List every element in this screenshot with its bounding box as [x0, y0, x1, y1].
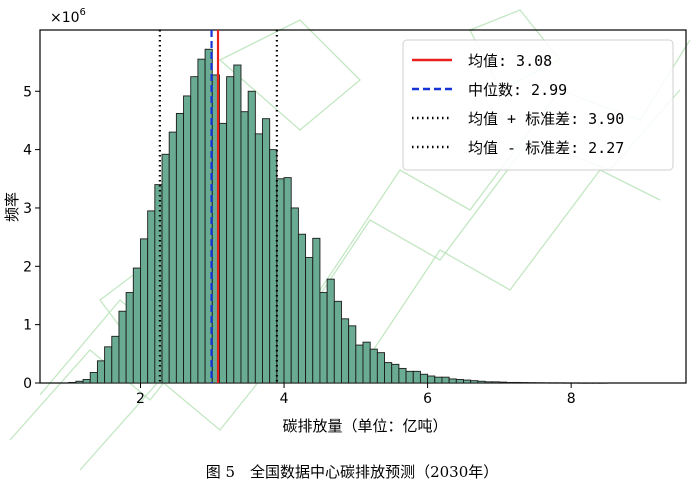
x-tick-label: 8: [567, 391, 576, 407]
histogram-bar: [218, 122, 228, 384]
histogram-bar: [190, 76, 199, 384]
histogram-bar: [498, 381, 508, 384]
histogram-bar: [262, 118, 271, 384]
x-axis: 2 4 6 8: [136, 383, 576, 407]
legend-label-1: 均值: 3.08: [468, 52, 552, 70]
histogram-bar: [419, 373, 429, 384]
reference-lines: [158, 30, 278, 383]
histogram-bar: [455, 379, 464, 384]
y-axis: 0 1 2 3 4 5: [23, 84, 40, 392]
histogram-bar: [448, 378, 457, 384]
histogram-bar: [391, 363, 400, 384]
histogram-bar: [104, 346, 113, 384]
histogram-bar: [183, 95, 192, 384]
histogram-bar: [197, 58, 206, 384]
histogram-bar: [412, 370, 421, 384]
histogram-bar: [384, 362, 393, 384]
histogram-bar: [254, 133, 263, 384]
histogram-bar: [168, 131, 177, 384]
histogram-bar: [463, 379, 472, 384]
histogram-bar: [175, 112, 185, 384]
histogram-bar: [348, 325, 357, 384]
histogram-bar: [434, 376, 443, 384]
histogram-bar: [89, 372, 98, 384]
histogram-bar: [132, 267, 141, 384]
histogram-bar: [226, 76, 235, 384]
histogram-bar: [111, 335, 120, 384]
figure-caption: 图 5 全国数据中心碳排放预测（2030年）: [206, 463, 499, 481]
histogram-bar: [477, 380, 486, 384]
y-tick-label: 5: [23, 84, 32, 100]
histogram-bar: [513, 381, 522, 384]
histogram-bar: [369, 348, 378, 384]
y-tick-label: 2: [23, 259, 32, 275]
legend: 均值: 3.08 中位数: 2.99 均值 + 标准差: 3.90 均值 - 标准差:…: [402, 39, 674, 171]
y-axis-label: 频率: [3, 192, 21, 222]
histogram-bars: [68, 48, 608, 384]
histogram-bar: [398, 367, 407, 384]
histogram-bar: [147, 210, 156, 384]
histogram-bar: [125, 292, 134, 384]
legend-label-3: 均值 + 标准差: 3.90: [468, 110, 624, 128]
y-tick-label: 1: [23, 318, 32, 334]
x-tick-label: 4: [280, 391, 289, 407]
y-tick-label: 4: [23, 143, 32, 159]
histogram-bar: [491, 381, 500, 384]
histogram-bar: [312, 237, 321, 384]
histogram-bar: [75, 380, 84, 384]
histogram-bar: [118, 310, 127, 384]
y-scale-label: ×106: [50, 7, 86, 26]
histogram-bar: [326, 278, 335, 384]
histogram-bar: [140, 238, 149, 384]
histogram-bar: [441, 376, 450, 384]
histogram-bar: [427, 375, 436, 384]
legend-box: [402, 39, 674, 171]
histogram-bar: [96, 360, 106, 384]
histogram-bar: [333, 300, 342, 384]
histogram-bar: [355, 344, 364, 384]
histogram-bar: [154, 184, 163, 384]
histogram-bar: [290, 207, 299, 384]
histogram-bar: [484, 381, 493, 384]
legend-label-2: 中位数: 2.99: [468, 81, 567, 99]
histogram-bar: [362, 341, 371, 384]
histogram-bar: [305, 257, 314, 384]
histogram-bar: [506, 381, 515, 384]
histogram-bar: [82, 379, 91, 384]
histogram-bar: [470, 380, 479, 384]
histogram-bar: [297, 233, 307, 384]
histogram-bar: [341, 318, 350, 384]
histogram-bar: [247, 90, 256, 384]
x-tick-label: 2: [136, 391, 145, 407]
y-tick-label: 0: [23, 376, 32, 392]
histogram-bar: [283, 177, 292, 384]
histogram-bar: [405, 370, 414, 384]
y-tick-label: 3: [23, 201, 32, 217]
histogram-bar: [233, 64, 242, 384]
x-axis-label: 碳排放量（单位：亿吨）: [282, 417, 447, 435]
legend-label-4: 均值 - 标准差: 2.27: [468, 139, 624, 157]
histogram-bar: [319, 292, 328, 384]
histogram-bar: [68, 381, 77, 384]
histogram-bar: [240, 111, 249, 384]
histogram-bar: [376, 352, 385, 384]
x-tick-label: 6: [423, 391, 432, 407]
histogram-bar: [161, 153, 170, 384]
